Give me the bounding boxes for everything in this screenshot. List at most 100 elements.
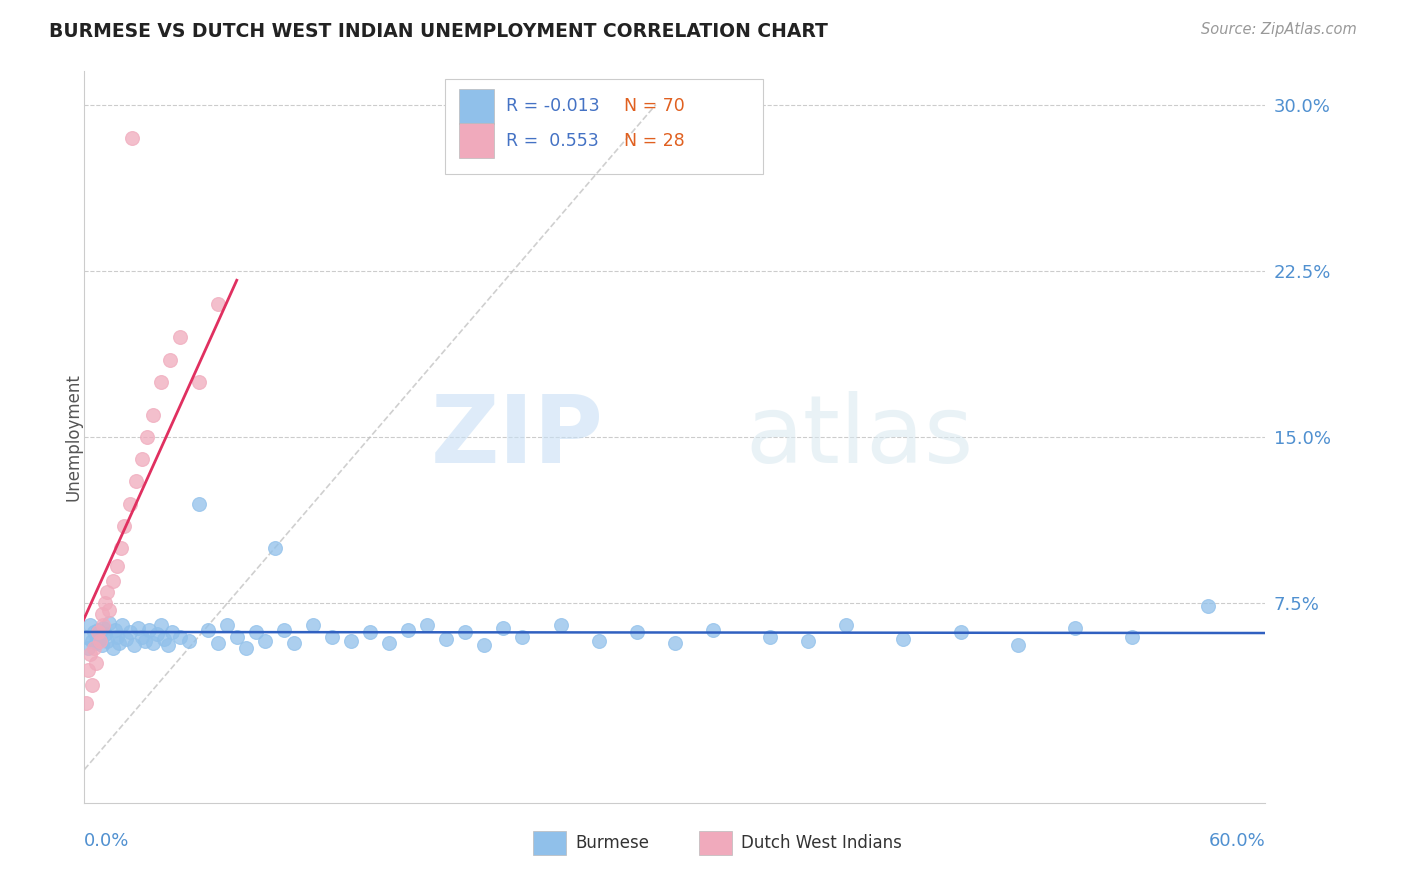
Y-axis label: Unemployment: Unemployment xyxy=(65,373,82,501)
Point xyxy=(254,634,277,648)
Point xyxy=(127,621,149,635)
Point xyxy=(89,632,111,646)
Point xyxy=(187,375,209,389)
Point xyxy=(512,630,534,644)
Point xyxy=(104,623,127,637)
Point xyxy=(105,558,128,573)
Point xyxy=(225,630,247,644)
Point xyxy=(86,625,108,640)
Text: 60.0%: 60.0% xyxy=(1209,832,1265,850)
Point xyxy=(474,639,496,653)
Point xyxy=(107,636,129,650)
Text: Burmese: Burmese xyxy=(575,834,650,852)
Point xyxy=(101,574,124,589)
FancyBboxPatch shape xyxy=(458,89,494,124)
Point xyxy=(159,352,181,367)
FancyBboxPatch shape xyxy=(458,123,494,159)
Point xyxy=(110,541,132,555)
Point xyxy=(1064,621,1087,635)
Point xyxy=(90,607,112,622)
Point xyxy=(664,636,686,650)
Point xyxy=(84,656,107,670)
Point xyxy=(492,621,515,635)
Point xyxy=(75,696,97,710)
Point xyxy=(145,627,167,641)
Point xyxy=(101,640,124,655)
Text: atlas: atlas xyxy=(745,391,974,483)
Point xyxy=(142,636,165,650)
Point xyxy=(434,632,457,646)
Point xyxy=(759,630,782,644)
Point xyxy=(138,623,160,637)
Point xyxy=(120,497,142,511)
Point xyxy=(131,630,153,644)
Point xyxy=(86,623,108,637)
Point xyxy=(340,634,363,648)
Point xyxy=(187,497,209,511)
Point xyxy=(263,541,285,555)
Point xyxy=(93,621,115,635)
Point xyxy=(90,639,112,653)
Point xyxy=(169,330,191,344)
Point xyxy=(98,603,121,617)
Point xyxy=(80,634,103,648)
Point xyxy=(550,618,572,632)
Point xyxy=(1007,639,1029,653)
Text: R =  0.553: R = 0.553 xyxy=(506,132,599,150)
Point xyxy=(79,618,101,632)
Text: N = 28: N = 28 xyxy=(624,132,685,150)
Point xyxy=(75,630,97,644)
Point xyxy=(179,634,201,648)
Point xyxy=(153,632,176,646)
Text: BURMESE VS DUTCH WEST INDIAN UNEMPLOYMENT CORRELATION CHART: BURMESE VS DUTCH WEST INDIAN UNEMPLOYMEN… xyxy=(49,22,828,41)
Point xyxy=(702,623,724,637)
Point xyxy=(149,375,172,389)
Text: N = 70: N = 70 xyxy=(624,97,685,115)
Point xyxy=(98,616,121,631)
Point xyxy=(122,639,145,653)
Point xyxy=(80,678,103,692)
Point xyxy=(416,618,439,632)
Point xyxy=(1197,599,1219,613)
Point xyxy=(245,625,267,640)
Point xyxy=(83,625,105,640)
Point xyxy=(207,636,229,650)
Point xyxy=(79,648,101,662)
Point xyxy=(235,640,257,655)
Point xyxy=(169,630,191,644)
Point xyxy=(94,627,117,641)
Point xyxy=(142,408,165,422)
Point xyxy=(359,625,381,640)
Point xyxy=(217,618,239,632)
Point xyxy=(89,634,111,648)
Point xyxy=(134,634,156,648)
Point xyxy=(893,632,915,646)
Point xyxy=(273,623,295,637)
Point xyxy=(302,618,325,632)
Point xyxy=(111,618,134,632)
Point xyxy=(94,596,117,610)
Point xyxy=(105,630,128,644)
Point xyxy=(197,623,219,637)
Point xyxy=(93,618,115,632)
Point xyxy=(1121,630,1143,644)
Text: Source: ZipAtlas.com: Source: ZipAtlas.com xyxy=(1201,22,1357,37)
Point xyxy=(283,636,305,650)
Point xyxy=(115,632,138,646)
Point xyxy=(454,625,477,640)
Text: Dutch West Indians: Dutch West Indians xyxy=(741,834,901,852)
Point xyxy=(83,640,105,655)
Text: ZIP: ZIP xyxy=(432,391,605,483)
Point xyxy=(160,625,183,640)
Point xyxy=(378,636,401,650)
Point xyxy=(96,585,118,599)
FancyBboxPatch shape xyxy=(699,831,731,855)
FancyBboxPatch shape xyxy=(444,78,763,174)
Point xyxy=(131,452,153,467)
Point xyxy=(136,430,159,444)
Text: 0.0%: 0.0% xyxy=(84,832,129,850)
Point xyxy=(77,663,100,677)
Point xyxy=(949,625,972,640)
Point xyxy=(120,625,142,640)
Point xyxy=(207,297,229,311)
